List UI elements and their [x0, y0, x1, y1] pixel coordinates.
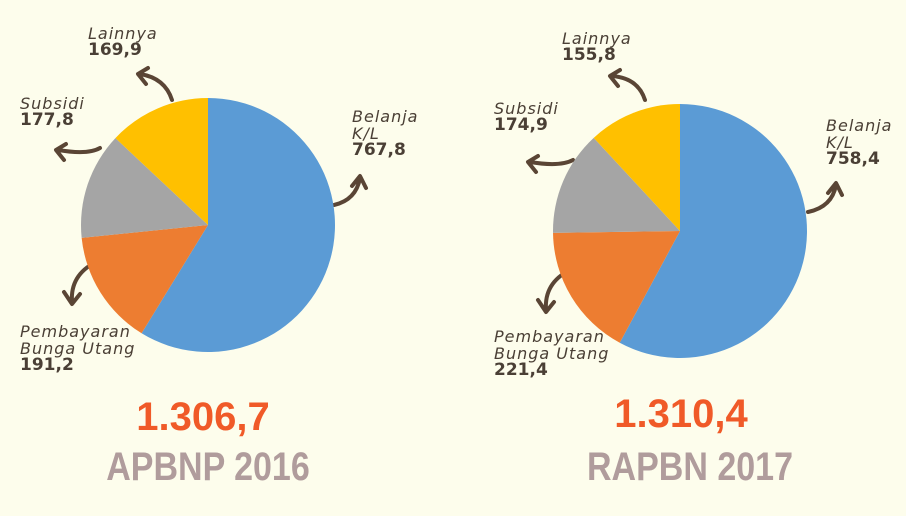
chart-title: RAPBN 2017 — [587, 445, 793, 489]
category-label: Lainnya — [562, 29, 632, 48]
pie-slice — [81, 225, 208, 334]
slice-label: Subsidi 174,9 — [494, 100, 614, 134]
category-label: Belanja K/L — [352, 107, 419, 143]
pie-slice — [619, 104, 807, 359]
total-value: 1.306,7 — [136, 395, 270, 439]
category-label: Lainnya — [88, 24, 158, 43]
pie-slice — [141, 98, 335, 352]
total-value: 1.310,4 — [614, 392, 748, 436]
pie-slice — [81, 138, 208, 238]
category-label: Pembayaran Bunga Utang — [494, 327, 610, 363]
category-label: Subsidi — [20, 94, 85, 113]
pie-slice — [115, 98, 208, 225]
category-label: Subsidi — [494, 99, 559, 118]
value-label: 169,9 — [88, 40, 142, 60]
pie-slice — [553, 137, 680, 233]
slice-label: Belanja K/L 767,8 — [352, 108, 422, 159]
value-label: 155,8 — [562, 45, 616, 65]
value-label: 758,4 — [826, 149, 880, 169]
value-label: 191,2 — [20, 355, 74, 375]
chart-title: APBNP 2016 — [106, 445, 310, 489]
slice-label: Belanja K/L 758,4 — [826, 117, 896, 168]
slice-label: Lainnya 155,8 — [562, 30, 682, 64]
category-label: Belanja K/L — [826, 116, 893, 152]
value-label: 221,4 — [494, 360, 548, 380]
value-label: 174,9 — [494, 115, 548, 135]
slice-label: Pembayaran Bunga Utang 221,4 — [494, 328, 644, 379]
slice-label: Lainnya 169,9 — [88, 25, 208, 59]
slice-label: Subsidi 177,8 — [20, 95, 140, 129]
category-label: Pembayaran Bunga Utang — [20, 322, 136, 358]
slice-label: Pembayaran Bunga Utang 191,2 — [20, 323, 170, 374]
value-label: 767,8 — [352, 140, 406, 160]
pie-slice — [593, 104, 680, 231]
value-label: 177,8 — [20, 110, 74, 130]
pie-slice — [553, 231, 680, 343]
arrows — [54, 66, 844, 314]
